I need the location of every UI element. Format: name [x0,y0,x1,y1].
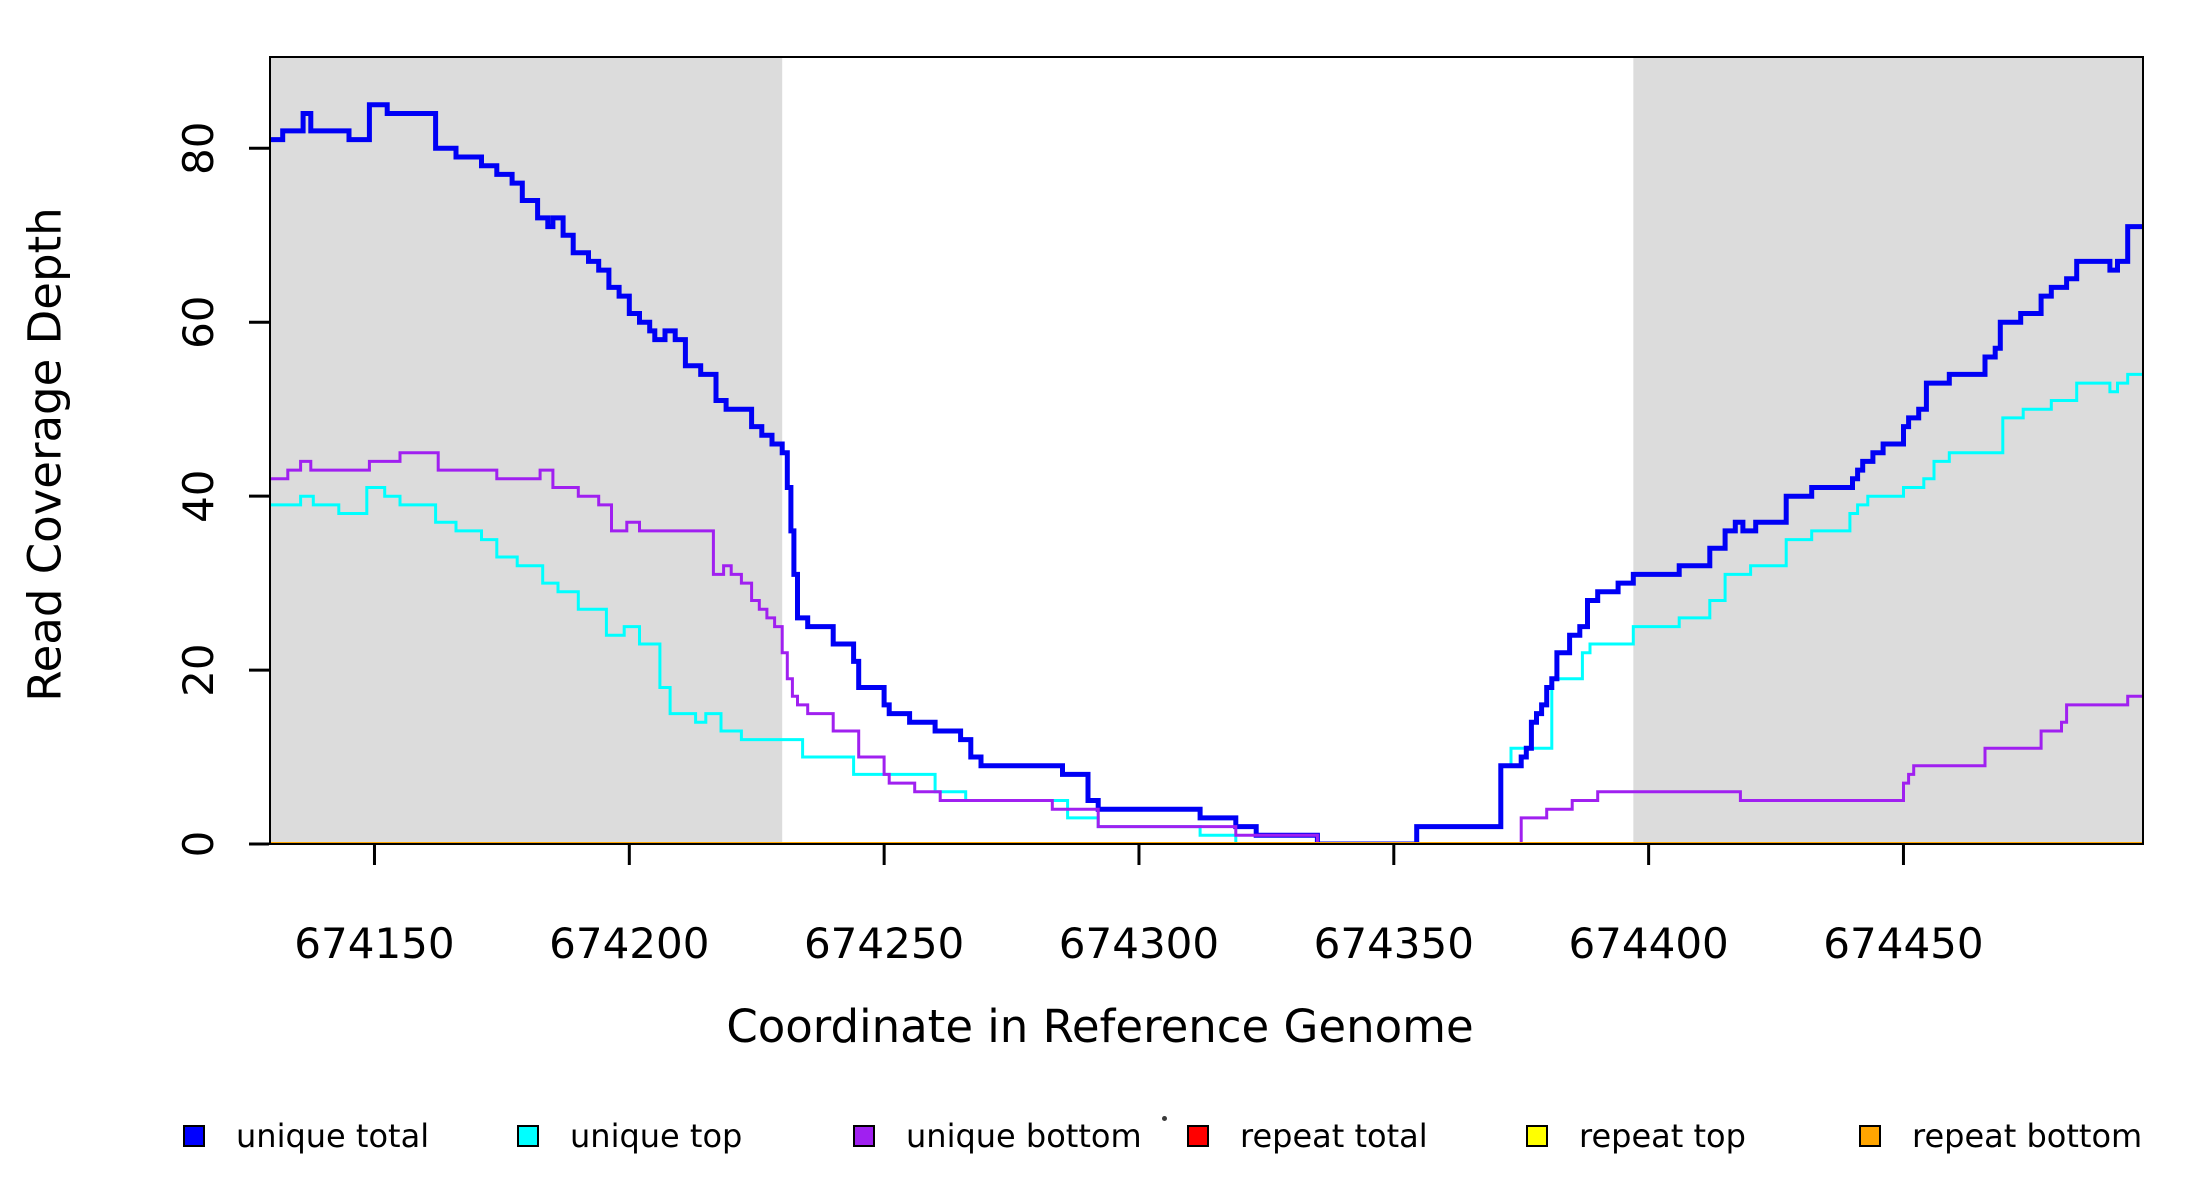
plot-box [269,56,2144,845]
y-axis-ticks [249,146,269,846]
x-tick-label: 674250 [804,919,964,968]
series-line-unique-bottom [270,451,2143,844]
x-tick-label: 674450 [1823,919,1983,968]
x-axis-title: Coordinate in Reference Genome [726,1000,1474,1053]
y-tick-label: 20 [174,643,223,696]
series-lines [270,102,2143,844]
x-tick-label: 674150 [294,919,454,968]
x-tick-labels: 674150 674200 674250 674300 674350 674400 6744… [294,919,1983,968]
shaded-repeat-regions [270,57,2143,844]
y-tick-label: 0 [174,831,223,858]
x-tick-label: 674200 [549,919,709,968]
shaded-region [1633,57,2143,844]
y-tick-label: 60 [174,295,223,348]
plot-border [269,56,2144,845]
y-tick-label: 80 [174,122,223,175]
stray-dot-artifact [1162,1116,1167,1121]
x-tick-label: 674400 [1568,919,1728,968]
shaded-region [270,57,783,844]
x-tick-label: 674350 [1314,919,1474,968]
series-line-unique-total [270,102,2143,844]
x-tick-label: 674300 [1059,919,1219,968]
y-axis-title: Read Coverage Depth [18,207,72,702]
y-tick-labels: 0 20 40 60 80 [174,122,223,858]
y-tick-label: 40 [174,469,223,522]
x-axis-ticks [372,845,1905,865]
